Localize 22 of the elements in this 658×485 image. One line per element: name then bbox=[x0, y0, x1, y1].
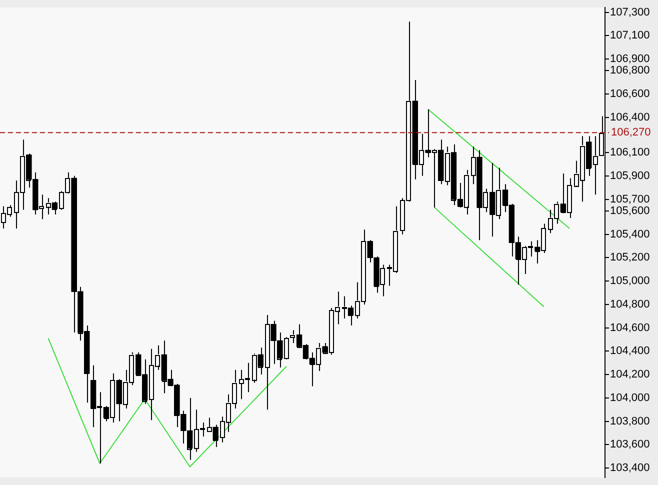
y-tick-label: 104,600 bbox=[610, 322, 650, 334]
y-tick-label: 103,400 bbox=[610, 462, 650, 474]
ref-line-label: 106,270 bbox=[611, 126, 651, 139]
y-tick-label: 104,000 bbox=[610, 392, 650, 404]
y-tick-label: 104,400 bbox=[610, 345, 650, 358]
y-tick-label: 106,800 bbox=[610, 64, 650, 77]
y-tick-label: 103,600 bbox=[610, 438, 650, 451]
y-tick-label: 106,600 bbox=[610, 88, 650, 100]
y-tick-label: 107,300 bbox=[610, 6, 650, 18]
y-tick-label: 106,400 bbox=[610, 111, 650, 124]
y-tick-label: 104,200 bbox=[610, 368, 650, 381]
y-tick-label: 105,900 bbox=[610, 170, 650, 182]
y-tick-label: 105,400 bbox=[610, 228, 650, 240]
y-tick-label: 105,700 bbox=[610, 193, 650, 206]
y-tick-label: 105,600 bbox=[610, 204, 650, 217]
y-tick-label: 105,000 bbox=[610, 275, 650, 288]
y-tick-label: 107,100 bbox=[610, 30, 650, 42]
y-tick-label: 103,800 bbox=[610, 415, 650, 428]
y-tick-label: 106,900 bbox=[610, 53, 650, 66]
y-tick-label: 105,200 bbox=[610, 252, 650, 264]
y-tick-label: 104,800 bbox=[610, 298, 650, 310]
y-tick-label: 106,100 bbox=[610, 146, 650, 159]
